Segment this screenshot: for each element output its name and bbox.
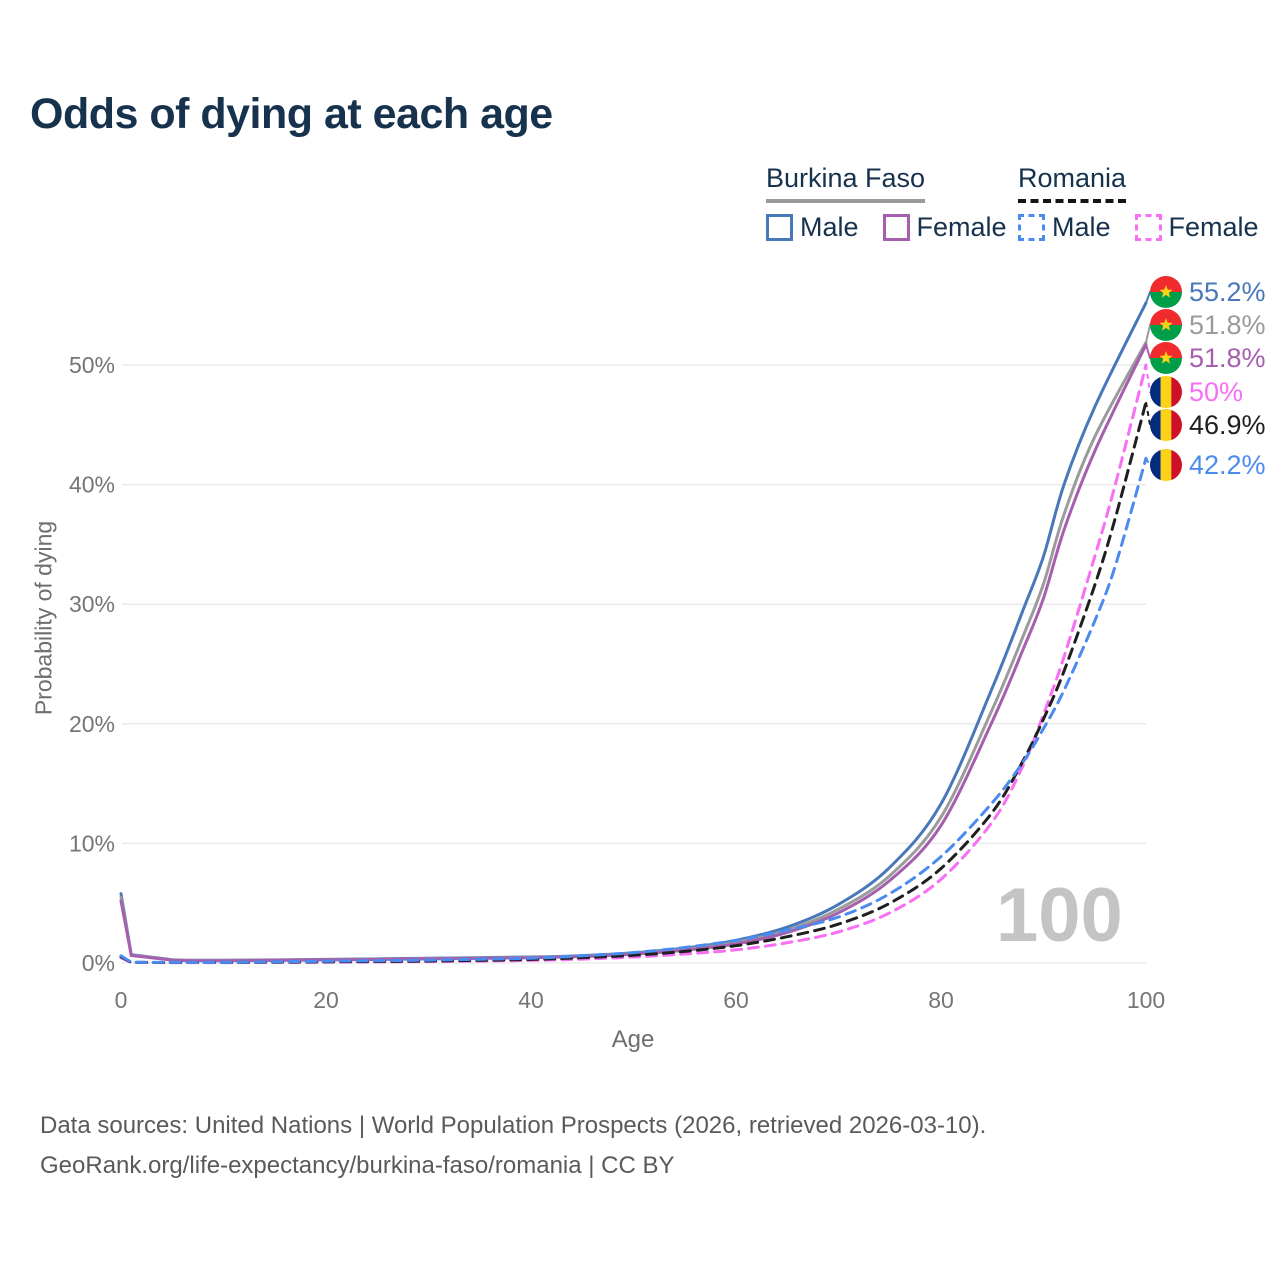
romania-male-swatch-icon — [1018, 214, 1045, 241]
legend-item-label: Male — [1052, 212, 1111, 242]
y-tick-label: 0% — [82, 950, 115, 976]
end-label-value: 55.2% — [1189, 276, 1266, 307]
legend-items-burkina-faso: Male Female — [766, 212, 1007, 243]
series-line-burkina-faso-all — [119, 340, 1148, 963]
legend-country-label-romania: Romania — [1018, 163, 1127, 203]
legend-item-romania-female[interactable]: Female — [1134, 212, 1259, 243]
romania-flag-icon — [1150, 409, 1182, 441]
y-tick-label: 40% — [69, 472, 115, 498]
end-label-value: 51.8% — [1189, 309, 1266, 340]
series-line-burkina-faso-male — [119, 301, 1148, 962]
age-watermark: 100 — [996, 873, 1123, 958]
end-label-value: 42.2% — [1189, 449, 1266, 480]
series-line-burkina-faso-female — [119, 343, 1148, 963]
x-tick-label: 40 — [518, 987, 544, 1013]
end-label-value: 51.8% — [1189, 342, 1266, 373]
end-label-romania-all: 46.9% — [1150, 408, 1266, 442]
x-tick-label: 20 — [313, 987, 339, 1013]
legend-group-burkina-faso: Burkina Faso Male Female — [766, 163, 1007, 243]
legend-item-label: Female — [1168, 212, 1259, 242]
legend-item-romania-male[interactable]: Male — [1018, 212, 1111, 243]
source-caption: Data sources: United Nations | World Pop… — [40, 1106, 986, 1186]
series-line-romania-all — [119, 400, 1148, 965]
romania-flag-icon — [1150, 376, 1182, 408]
burkina-faso-flag-icon — [1150, 309, 1182, 341]
page-title: Odds of dying at each age — [30, 90, 553, 138]
source-caption-line2: GeoRank.org/life-expectancy/burkina-faso… — [40, 1152, 675, 1179]
x-tick-label: 80 — [928, 987, 954, 1013]
legend-country-label-burkina-faso: Burkina Faso — [766, 163, 926, 203]
x-tick-label: 0 — [115, 987, 128, 1013]
legend-item-label: Male — [800, 212, 859, 242]
legend-item-burkina-faso-male[interactable]: Male — [766, 212, 859, 243]
end-label-burkina-faso-male: 55.2% — [1150, 275, 1266, 309]
end-label-burkina-faso-female: 51.8% — [1150, 341, 1266, 375]
burkina-faso-flag-icon — [1150, 276, 1182, 308]
x-tick-label: 60 — [723, 987, 749, 1013]
legend-items-romania: Male Female — [1018, 212, 1259, 243]
y-tick-label: 20% — [69, 711, 115, 737]
end-label-value: 50% — [1189, 376, 1244, 407]
y-axis-title: Probability of dying — [30, 520, 57, 716]
end-label-burkina-faso-all: 51.8% — [1150, 308, 1266, 342]
romania-female-swatch-icon — [1134, 214, 1162, 241]
y-tick-label: 50% — [69, 352, 115, 378]
legend-group-romania: Romania Male Female — [1018, 163, 1259, 243]
burkina-faso-flag-icon — [1150, 342, 1182, 374]
legend-item-label: Female — [916, 212, 1007, 242]
source-caption-line1: Data sources: United Nations | World Pop… — [40, 1112, 987, 1139]
y-tick-label: 30% — [69, 591, 115, 617]
x-axis-title: Age — [611, 1026, 655, 1053]
romania-flag-icon — [1150, 449, 1182, 481]
end-label-romania-female: 50% — [1150, 375, 1243, 409]
end-label-value: 46.9% — [1189, 409, 1266, 440]
end-label-romania-male: 42.2% — [1150, 448, 1266, 482]
series-line-romania-female — [119, 363, 1148, 965]
y-tick-label: 10% — [69, 830, 115, 856]
burkina-faso-male-swatch-icon — [766, 214, 793, 241]
legend-item-burkina-faso-female[interactable]: Female — [882, 212, 1007, 243]
x-tick-label: 100 — [1127, 987, 1165, 1013]
burkina-faso-female-swatch-icon — [882, 214, 910, 241]
